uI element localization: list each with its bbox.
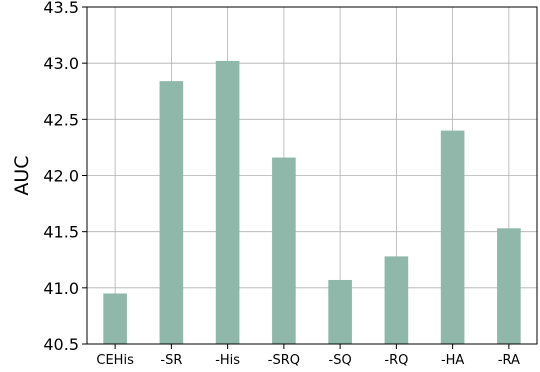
x-tick-label: -SRQ	[268, 353, 300, 368]
y-tick-label: 40.5	[43, 335, 79, 354]
bars	[103, 60, 521, 345]
bar-sr	[159, 81, 184, 344]
bar-rq	[384, 256, 409, 344]
x-tick-label: -RQ	[384, 353, 408, 368]
bar-ha	[440, 130, 465, 344]
x-tick-label: -SQ	[329, 353, 352, 368]
bar-ra	[497, 228, 521, 344]
x-tick-label: -SR	[160, 353, 182, 368]
y-tick-label: 43.0	[43, 54, 79, 73]
y-tick-label: 43.5	[43, 0, 79, 17]
bar-sq	[328, 279, 352, 344]
y-tick-label: 41.0	[43, 279, 79, 298]
x-ticks: CEHis -SR -His -SRQ -SQ -RQ -HA -RA	[96, 344, 520, 368]
y-tick-label: 41.5	[43, 223, 79, 242]
x-tick-label: -RA	[498, 353, 520, 368]
bar-his	[215, 60, 240, 345]
x-tick-label: -His	[215, 353, 240, 368]
bar-cehis	[103, 293, 127, 344]
y-ticks: 40.5 41.0 41.5 42.0 42.5 43.0 43.5	[43, 0, 87, 354]
x-tick-label: -HA	[441, 353, 464, 368]
y-tick-label: 42.0	[43, 167, 79, 186]
y-axis-label: AUC	[11, 155, 33, 195]
x-tick-label: CEHis	[96, 353, 134, 368]
grid	[87, 6, 537, 345]
y-tick-label: 42.5	[43, 110, 79, 129]
bar-srq	[272, 157, 296, 344]
